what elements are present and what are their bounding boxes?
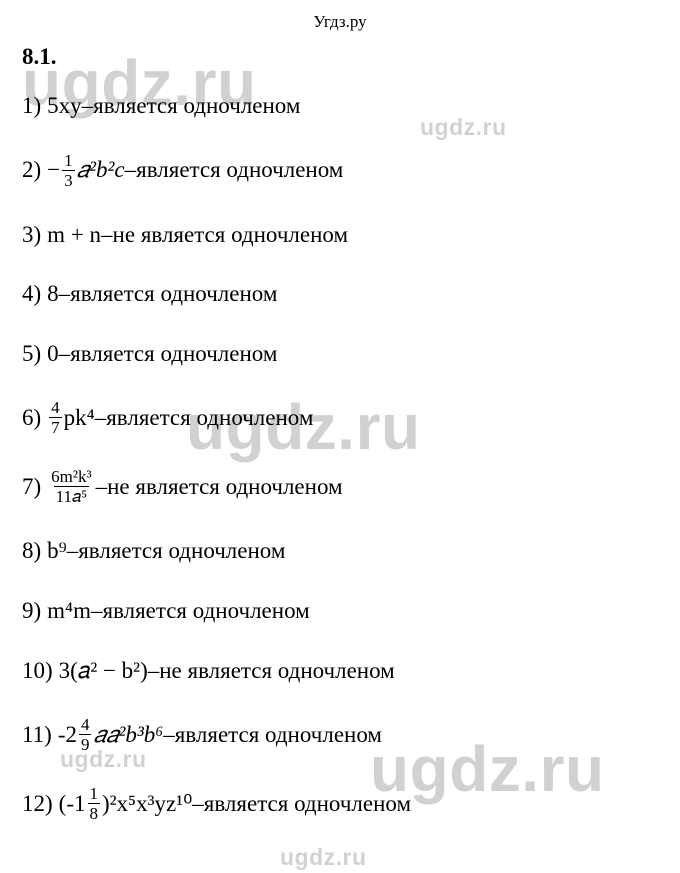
item-expr: 8 (47, 280, 59, 308)
item-12: 12) (-1 1 8 )²x⁵x³yz¹⁰ – является одночл… (22, 785, 658, 822)
dash: – (96, 473, 108, 501)
fraction: 1 8 (88, 785, 101, 822)
expr-post: 𝑎𝑎²b³b⁶ (93, 721, 163, 749)
item-verdict: не является одночленом (107, 473, 342, 501)
expr-pre: − (47, 156, 60, 184)
frac-den: 7 (49, 417, 62, 436)
dash: – (59, 340, 71, 368)
frac-num: 1 (62, 152, 75, 170)
dash: – (67, 537, 79, 565)
frac-num: 4 (49, 399, 62, 417)
item-index: 6) (22, 404, 41, 432)
frac-den: 11𝑎⁵ (54, 486, 90, 505)
item-index: 7) (22, 473, 41, 501)
item-expr: b⁹ (47, 537, 67, 565)
fraction: 6m²k³ 11𝑎⁵ (49, 468, 93, 505)
dash: – (91, 597, 103, 625)
item-expr: m + n (47, 221, 101, 249)
item-verdict: является одночленом (106, 404, 313, 432)
frac-num: 1 (88, 785, 101, 803)
item-expr: 5xy (47, 92, 82, 120)
dash: – (148, 657, 160, 685)
item-index: 10) (22, 657, 53, 685)
fraction: 4 7 (49, 399, 62, 436)
item-1: 1) 5xy – является одночленом (22, 92, 658, 120)
frac-num: 4 (79, 716, 92, 734)
item-index: 8) (22, 537, 41, 565)
item-verdict: является одночленом (204, 790, 411, 818)
item-index: 11) (22, 721, 52, 749)
item-verdict: является одночленом (78, 537, 285, 565)
item-verdict: является одночленом (175, 721, 382, 749)
expr-post: )²x⁵x³yz¹⁰ (102, 790, 192, 818)
frac-den: 3 (62, 170, 75, 189)
item-2: 2) − 1 3 𝑎²b²c – является одночленом (22, 152, 658, 189)
dash: – (59, 280, 71, 308)
fraction: 1 3 (62, 152, 75, 189)
item-7: 7) 6m²k³ 11𝑎⁵ – не является одночленом (22, 468, 658, 505)
item-expr: m⁴m (47, 597, 91, 625)
item-verdict: является одночленом (136, 156, 343, 184)
frac-den: 9 (79, 734, 92, 753)
item-8: 8) b⁹ – является одночленом (22, 537, 658, 565)
item-verdict: является одночленом (93, 92, 300, 120)
item-index: 5) (22, 340, 41, 368)
item-10: 10) 3(𝑎² − b²) – не является одночленом (22, 657, 658, 685)
watermark: ugdz.ru (280, 844, 367, 871)
item-5: 5) 0 – является одночленом (22, 340, 658, 368)
expr-post: pk⁴ (64, 404, 95, 432)
item-index: 2) (22, 156, 41, 184)
dash: – (95, 404, 107, 432)
item-verdict: является одночленом (70, 340, 277, 368)
item-6: 6) 4 7 pk⁴ – является одночленом (22, 399, 658, 436)
dash: – (82, 92, 94, 120)
item-index: 3) (22, 221, 41, 249)
item-4: 4) 8 – является одночленом (22, 280, 658, 308)
item-verdict: не является одночленом (159, 657, 394, 685)
item-11: 11) -2 4 9 𝑎𝑎²b³b⁶ – является одночленом (22, 716, 658, 753)
item-verdict: является одночленом (70, 280, 277, 308)
item-verdict: не является одночленом (113, 221, 348, 249)
item-index: 4) (22, 280, 41, 308)
page: Угдз.ру 8.1. 1) 5xy – является одночлено… (0, 0, 680, 873)
item-verdict: является одночленом (102, 597, 309, 625)
item-index: 12) (22, 790, 53, 818)
frac-den: 8 (88, 803, 101, 822)
expr-pre: (-1 (59, 790, 86, 818)
item-index: 9) (22, 597, 41, 625)
dash: – (192, 790, 204, 818)
item-9: 9) m⁴m – является одночленом (22, 597, 658, 625)
item-index: 1) (22, 92, 41, 120)
fraction: 4 9 (79, 716, 92, 753)
dash: – (101, 221, 113, 249)
frac-num: 6m²k³ (49, 468, 93, 486)
item-3: 3) m + n – не является одночленом (22, 221, 658, 249)
item-expr: 3(𝑎² − b²) (59, 657, 148, 685)
expr-pre: -2 (58, 721, 77, 749)
dash: – (163, 721, 175, 749)
problem-number: 8.1. (22, 44, 658, 70)
expr-post: 𝑎²b²c (77, 156, 125, 184)
item-expr: 0 (47, 340, 59, 368)
site-header: Угдз.ру (22, 12, 658, 32)
dash: – (125, 156, 137, 184)
